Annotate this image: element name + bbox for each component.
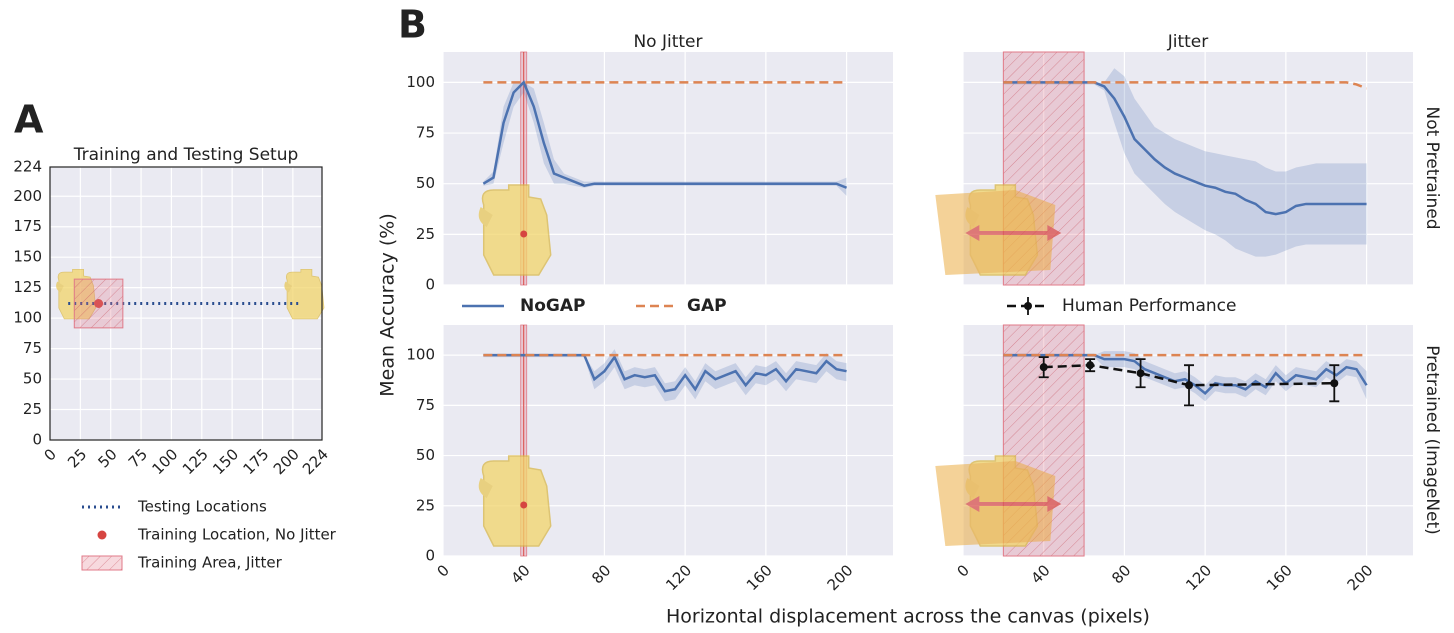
human-point [1136, 369, 1145, 378]
legend-label: GAP [687, 296, 727, 316]
legend-label: NoGAP [520, 296, 585, 316]
y-tick-label: 100 [406, 73, 435, 91]
x-tick-label: 175 [240, 445, 273, 478]
legend-label: Human Performance [1062, 296, 1236, 316]
human-point [1330, 379, 1339, 388]
y-tick-label: 50 [416, 174, 435, 192]
object-shape [284, 281, 293, 293]
object-image [935, 455, 1062, 547]
x-tick-label: 224 [299, 445, 332, 478]
y-tick-label: 0 [32, 431, 42, 449]
x-tick-label: 25 [64, 445, 90, 471]
chart-title: Training and Testing Setup [73, 145, 299, 165]
y-tick-label: 75 [416, 124, 435, 142]
x-tick-label: 80 [588, 561, 614, 587]
x-tick-label: 0 [41, 445, 60, 464]
x-tick-label: 120 [662, 561, 695, 594]
training-point [520, 501, 528, 509]
legend-label: Testing Locations [137, 498, 267, 516]
object-shape [478, 207, 493, 227]
x-tick-label: 40 [1027, 561, 1053, 587]
x-tick-label: 160 [743, 561, 776, 594]
human-point [1086, 361, 1095, 370]
x-tick-label: 75 [125, 445, 151, 471]
x-tick-label: 40 [507, 561, 533, 587]
y-tick-label: 100 [13, 309, 42, 327]
y-tick-label: 200 [13, 187, 42, 205]
y-tick-label: 25 [416, 225, 435, 243]
y-tick-label: 150 [13, 248, 42, 266]
y-tick-label: 0 [425, 547, 435, 565]
y-tick-label: 0 [425, 276, 435, 294]
object-shape [478, 478, 493, 498]
series-line [1043, 363, 1335, 387]
y-tick-label: 50 [416, 446, 435, 464]
confidence-band [1003, 68, 1367, 257]
y-tick-label: 25 [23, 400, 42, 418]
x-tick-label: 100 [148, 445, 181, 478]
x-tick-label: 160 [1263, 561, 1296, 594]
y-tick-label: 100 [406, 346, 435, 364]
x-tick-label: 80 [1108, 561, 1134, 587]
y-axis-label: Mean Accuracy (%) [377, 213, 399, 396]
x-tick-label: 150 [209, 445, 242, 478]
object-shape [481, 455, 552, 547]
y-tick-label: 75 [23, 339, 42, 357]
y-tick-label: 224 [13, 158, 42, 176]
y-tick-label: 25 [416, 496, 435, 514]
row-title: Not Pretrained [1422, 106, 1442, 229]
x-tick-label: 125 [179, 445, 212, 478]
object-image [478, 184, 552, 276]
x-tick-label: 200 [270, 445, 303, 478]
panel-label: B [398, 3, 427, 47]
x-axis-label: Horizontal displacement across the canva… [666, 606, 1150, 628]
object-shape [481, 184, 552, 276]
human-point [1039, 363, 1048, 372]
object-image [935, 184, 1062, 276]
confidence-band [1003, 351, 1367, 402]
y-tick-label: 175 [13, 217, 42, 235]
y-tick-label: 75 [416, 396, 435, 414]
human-point [1185, 381, 1194, 390]
x-tick-label: 120 [1182, 561, 1215, 594]
object-image [478, 455, 552, 547]
panel-label: A [14, 98, 44, 142]
plot-frame [49, 166, 323, 441]
series-line [1003, 81, 1368, 90]
training-point [520, 230, 528, 238]
legend-swatch [97, 530, 107, 540]
object-image [284, 268, 325, 320]
x-tick-label: 200 [1344, 561, 1377, 594]
x-tick-label: 0 [954, 561, 973, 580]
legend-label: Training Area, Jitter [137, 554, 283, 572]
y-tick-label: 125 [13, 278, 42, 296]
x-tick-label: 50 [94, 445, 120, 471]
column-title: No Jitter [633, 32, 702, 52]
legend-swatch [81, 555, 123, 571]
x-tick-label: 200 [824, 561, 857, 594]
x-tick-label: 0 [434, 561, 453, 580]
row-title: Pretrained (ImageNet) [1422, 345, 1442, 535]
training-area [73, 278, 124, 329]
object-shape [56, 281, 64, 293]
object-shape [286, 268, 325, 320]
column-title: Jitter [1167, 32, 1209, 52]
series-line [482, 80, 848, 189]
y-tick-label: 50 [23, 370, 42, 388]
legend-label: Training Location, No Jitter [137, 526, 337, 544]
